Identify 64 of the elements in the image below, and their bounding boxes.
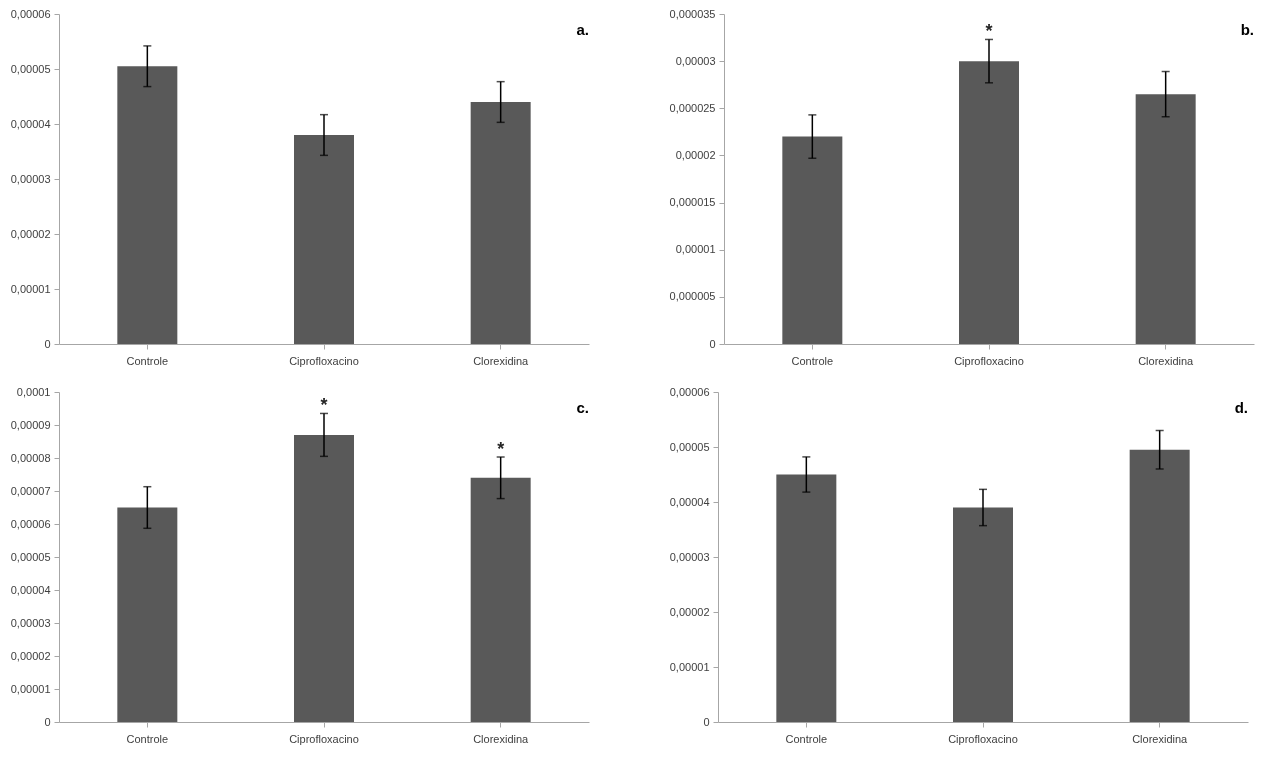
bar — [470, 102, 531, 344]
bar — [117, 507, 178, 722]
x-tick-label: Controle — [126, 354, 169, 367]
bar — [294, 135, 354, 344]
y-tick-label: 0,000035 — [669, 7, 716, 20]
bar — [776, 474, 837, 722]
x-tick-label: Ciprofloxacino — [954, 354, 1024, 367]
x-tick-label: Clorexidina — [473, 732, 530, 745]
y-tick-label: 0,00004 — [10, 117, 51, 130]
y-tick-label: 0,00007 — [10, 484, 51, 497]
y-tick-label: 0 — [44, 715, 51, 728]
bar — [953, 507, 1013, 722]
annotation: * — [985, 21, 993, 42]
y-tick-label: 0 — [44, 337, 51, 350]
x-tick-label: Controle — [785, 732, 828, 745]
x-tick-label: Ciprofloxacino — [948, 732, 1018, 745]
y-tick-label: 0,00001 — [10, 282, 51, 295]
y-tick-label: 0,00004 — [10, 583, 51, 596]
y-tick-label: 0,00001 — [10, 682, 51, 695]
y-tick-label: 0,00003 — [10, 616, 51, 629]
y-tick-label: 0,00001 — [669, 660, 710, 673]
x-tick-label: Controle — [126, 732, 169, 745]
bar — [294, 434, 354, 722]
y-tick-label: 0,00001 — [675, 243, 716, 256]
y-tick-label: 0,00005 — [10, 62, 51, 75]
y-tick-label: 0,00004 — [669, 495, 710, 508]
y-tick-label: 0,00006 — [10, 517, 51, 530]
bar — [1135, 94, 1196, 344]
y-tick-label: 0,00003 — [10, 172, 51, 185]
chart-title: d. — [1234, 399, 1248, 416]
chart-title: a. — [576, 21, 589, 38]
y-tick-label: 0,000015 — [669, 196, 716, 209]
y-tick-label: 0,00002 — [675, 148, 716, 161]
bar — [117, 66, 178, 344]
text: b. — [1240, 21, 1254, 38]
y-tick-label: 0 — [709, 337, 716, 350]
y-tick-label: 0,00003 — [669, 550, 710, 563]
y-tick-label: 0,00008 — [10, 451, 51, 464]
bar — [470, 477, 531, 722]
y-tick-label: 0,00009 — [10, 418, 51, 431]
y-tick-label: 0,00002 — [10, 227, 51, 240]
x-tick-label: Controle — [791, 354, 834, 367]
y-tick-label: 0,000005 — [669, 290, 716, 303]
bar — [782, 136, 843, 344]
y-tick-label: 0 — [703, 715, 710, 728]
y-tick-label: 0,00006 — [10, 7, 51, 20]
x-tick-label: Clorexidina — [473, 354, 530, 367]
y-tick-label: 0,000025 — [669, 101, 716, 114]
y-tick-label: 0,00005 — [669, 440, 710, 453]
annotation: * — [320, 395, 328, 416]
y-tick-label: 0,0001 — [16, 385, 51, 398]
y-tick-label: 0,00003 — [675, 54, 716, 67]
annotation: * — [497, 439, 505, 460]
x-tick-label: Ciprofloxacino — [289, 354, 359, 367]
bar — [959, 61, 1019, 344]
x-tick-label: Clorexidina — [1138, 354, 1195, 367]
y-tick-label: 0,00002 — [10, 649, 51, 662]
x-tick-label: Ciprofloxacino — [289, 732, 359, 745]
x-tick-label: Clorexidina — [1132, 732, 1189, 745]
chart-title: c. — [576, 399, 589, 416]
y-tick-label: 0,00006 — [669, 385, 710, 398]
bar — [1129, 449, 1190, 722]
y-tick-label: 0,00002 — [669, 605, 710, 618]
y-tick-label: 0,00005 — [10, 550, 51, 563]
